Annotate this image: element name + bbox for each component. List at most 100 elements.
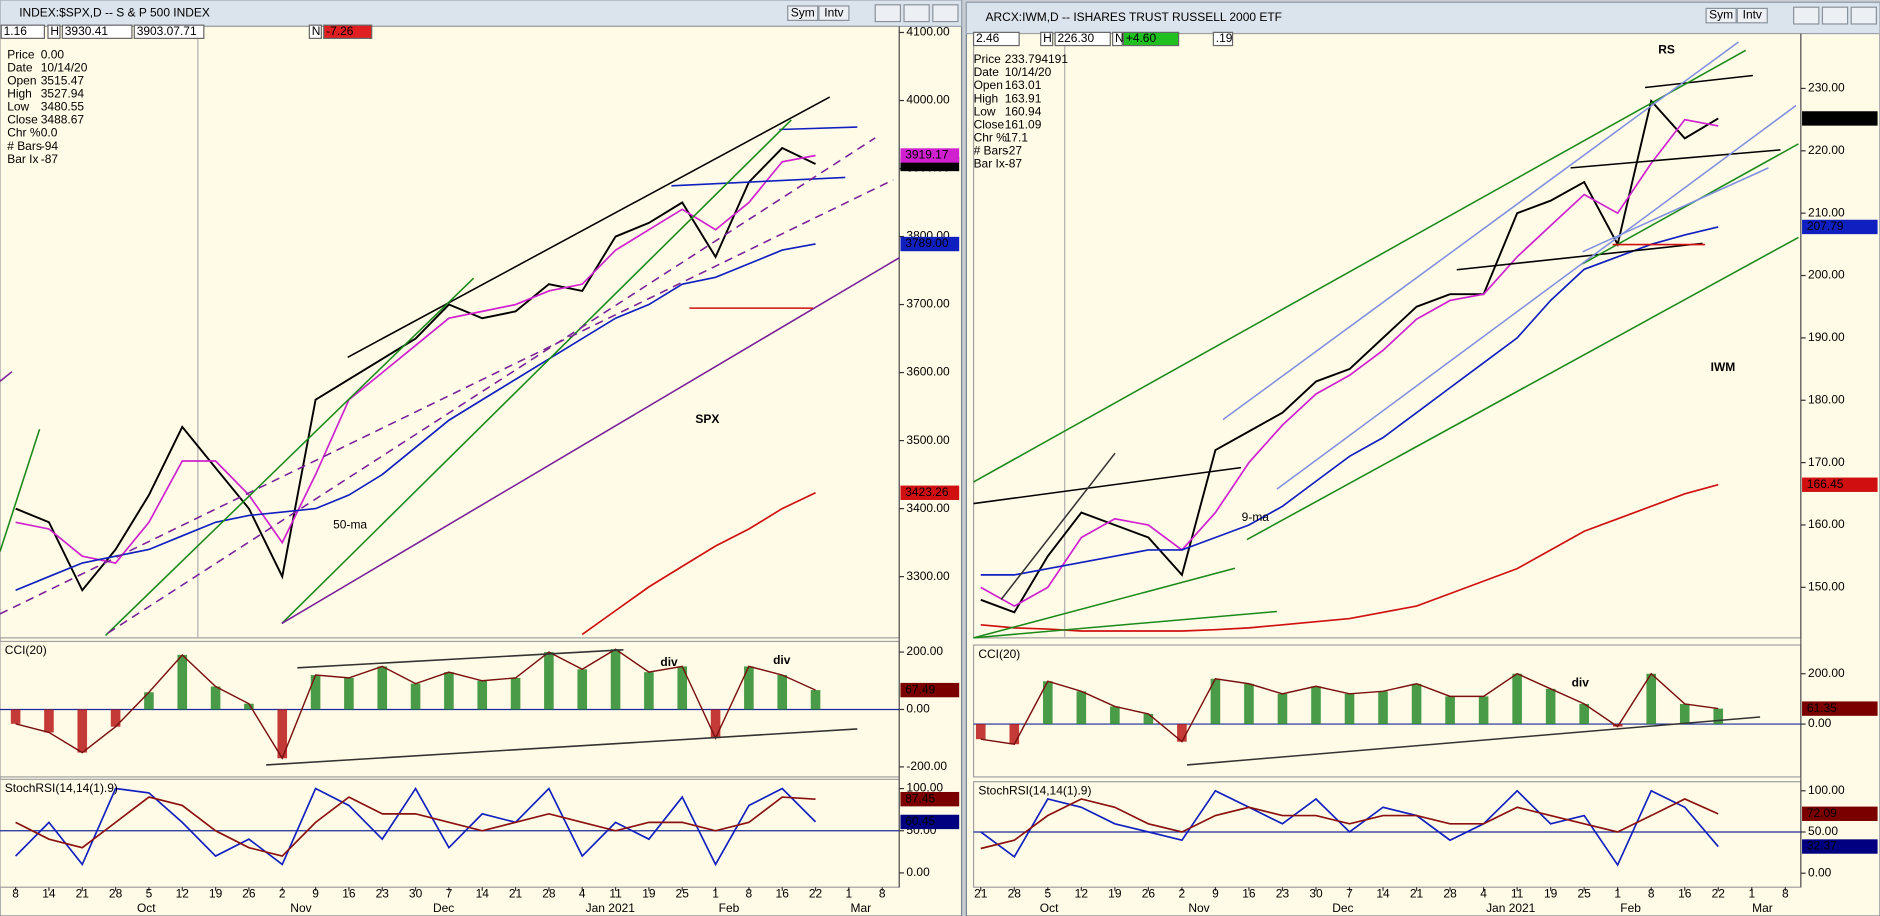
axis-value-box: [900, 791, 960, 807]
x-tick-label: 21: [509, 887, 523, 901]
x-tick-label: 26: [242, 887, 256, 901]
quote-cell: [1112, 31, 1123, 47]
info-value: 3515.47: [41, 73, 85, 87]
trendline: [297, 649, 624, 669]
y-tick-label: 50.00: [1808, 824, 1838, 838]
axis-value-label: 60.45: [905, 814, 935, 828]
trendline: [1456, 242, 1703, 271]
axis-value-label: 67.49: [905, 682, 935, 696]
trendline: [1000, 452, 1116, 600]
cci-bar: [1679, 703, 1690, 725]
info-label: Price: [974, 52, 1002, 66]
toolbar-button[interactable]: [787, 5, 819, 21]
x-tick-label: 7: [1346, 887, 1353, 901]
cci-bar: [244, 703, 254, 710]
quote-value: 226.30: [1057, 31, 1094, 45]
trendline: [1570, 149, 1781, 169]
cci-bar: [1311, 686, 1321, 725]
toolbar-button-label[interactable]: Intv: [1743, 8, 1762, 22]
toolbar-button-label[interactable]: Sym: [1709, 8, 1733, 22]
quote-value: 1.16: [4, 24, 28, 38]
annotation: div: [773, 653, 791, 667]
y-tick-label: 0.00: [1808, 716, 1832, 730]
y-tick-label: 160.00: [1808, 517, 1845, 531]
toolbar-button[interactable]: [1705, 7, 1737, 24]
toolbar-button[interactable]: [1736, 7, 1768, 24]
window-min-button[interactable]: [874, 4, 902, 23]
y-tick-label: 100.00: [906, 781, 943, 795]
x-tick-label: 1: [712, 887, 719, 901]
cci-line: [15, 648, 816, 760]
trendline: [671, 176, 846, 187]
annotation: SPX: [695, 412, 719, 426]
quote-value: .19: [1216, 31, 1233, 45]
cci-bar: [744, 666, 754, 710]
info-value: 161.09: [1005, 117, 1042, 131]
window-close-button[interactable]: [932, 4, 959, 23]
axis-value-box: [1802, 806, 1878, 821]
cci-bar: [1244, 683, 1254, 725]
quote-value: N: [1115, 31, 1124, 45]
window-max-button[interactable]: [903, 4, 930, 23]
quote-value: 2.46: [976, 31, 1000, 45]
panel: [0, 25, 900, 639]
x-tick-label: 21: [974, 887, 988, 901]
window-close-button[interactable]: [1850, 6, 1877, 25]
cci-bar: [1445, 696, 1455, 725]
info-value: 3527.94: [41, 87, 85, 101]
trendline-dashed: [107, 137, 876, 634]
cci-bar: [144, 692, 154, 710]
cci-bar: [1545, 688, 1556, 725]
trendline: [347, 96, 831, 358]
quote-value: 3930.41: [65, 24, 109, 38]
cci-bar: [710, 709, 721, 739]
moving-average: [15, 243, 816, 592]
moving-average: [980, 226, 1719, 576]
quote-cell: [1122, 31, 1180, 47]
toolbar-button-label[interactable]: Sym: [791, 5, 815, 19]
cci-bar: [1110, 706, 1120, 725]
annotation: div: [1572, 676, 1590, 690]
quote-cell: [61, 24, 133, 39]
axis-value-box: [900, 682, 960, 698]
trendline: [281, 119, 792, 625]
x-tick-label: 25: [1578, 887, 1592, 901]
x-tick-label: 14: [42, 887, 56, 901]
y-tick-label: 190.00: [1808, 330, 1845, 344]
quote-cell: [323, 24, 373, 39]
window-title: INDEX:$SPX,D -- S & P 500 INDEX: [19, 5, 210, 19]
toolbar-button-label[interactable]: Intv: [824, 5, 843, 19]
y-tick-label: 3300.00: [906, 569, 950, 583]
annotation: RS: [1658, 43, 1675, 57]
x-tick-label: 16: [1242, 887, 1256, 901]
month-label: Dec: [433, 901, 454, 915]
info-label: Date: [7, 60, 33, 74]
cci-bar: [1512, 673, 1522, 725]
month-label: Dec: [1332, 901, 1353, 915]
x-tick-label: 22: [1712, 887, 1726, 901]
info-label: High: [7, 87, 32, 101]
x-tick-label: 11: [609, 887, 622, 901]
trendline: [1644, 74, 1753, 89]
info-label: High: [974, 91, 999, 105]
annotation: 50-ma: [333, 517, 367, 531]
cci-bar: [77, 709, 88, 753]
cci-bar: [310, 675, 321, 710]
quote-cell: [1054, 31, 1111, 47]
window-min-button[interactable]: [1793, 6, 1820, 25]
y-tick-label: -200.00: [906, 759, 947, 773]
quote-cell: [308, 24, 322, 39]
window-max-button[interactable]: [1821, 6, 1849, 25]
cci-bar: [444, 672, 454, 710]
y-tick-label: 170.00: [1808, 455, 1845, 469]
y-tick-label: 0.00: [906, 702, 930, 716]
moving-average: [980, 483, 1719, 632]
info-label: Low: [974, 104, 996, 118]
quote-value: H: [50, 24, 59, 38]
y-tick-label: 3400.00: [906, 501, 950, 515]
month-label: Jan 2021: [1486, 901, 1536, 915]
cci-bar: [1478, 696, 1489, 725]
cci-bar: [477, 680, 488, 710]
toolbar-button[interactable]: [818, 5, 850, 21]
